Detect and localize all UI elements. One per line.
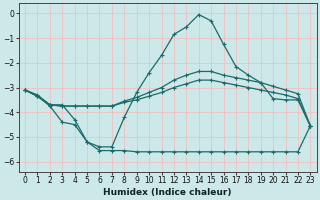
X-axis label: Humidex (Indice chaleur): Humidex (Indice chaleur) xyxy=(103,188,232,197)
